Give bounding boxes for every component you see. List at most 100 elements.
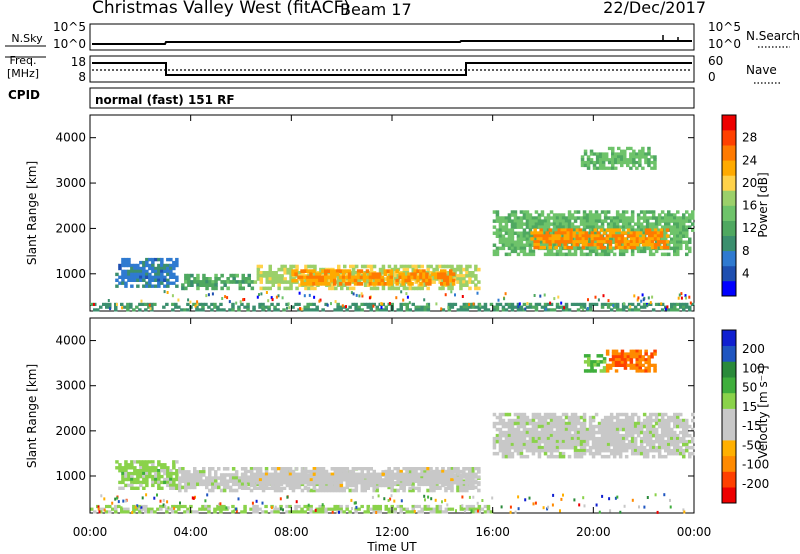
echo-cell	[378, 510, 382, 514]
echo-cell	[277, 280, 281, 284]
colorbar-tick-label: 16	[742, 199, 757, 213]
echo-cell	[261, 478, 266, 482]
echo-cell	[310, 264, 314, 269]
echo-cell	[172, 483, 176, 488]
echo-cell	[626, 234, 631, 238]
echo-cell	[561, 436, 566, 441]
echo-cell	[627, 231, 632, 235]
echo-cell	[261, 472, 266, 476]
echo-cell	[603, 302, 608, 306]
echo-cell	[186, 302, 190, 306]
echo-cell	[569, 234, 573, 238]
echo-cell	[401, 278, 405, 283]
echo-cell	[522, 436, 527, 441]
echo-cell	[510, 433, 515, 438]
echo-cell	[504, 243, 509, 247]
echo-cell	[543, 448, 548, 453]
echo-cell	[667, 448, 671, 453]
echo-cell	[618, 448, 623, 453]
echo-cell	[405, 478, 409, 482]
echo-cell	[132, 507, 136, 511]
echo-cell	[312, 478, 317, 482]
echo-cell	[534, 445, 539, 450]
echo-cell	[422, 278, 426, 283]
echo-cell	[642, 433, 647, 438]
echo-cell	[685, 424, 689, 429]
echo-cell	[543, 415, 548, 420]
echo-cell	[492, 252, 497, 257]
echo-cell	[664, 424, 668, 429]
echo-cell	[563, 245, 567, 250]
echo-cell	[537, 412, 542, 417]
echo-cell	[267, 475, 272, 479]
echo-cell	[237, 482, 242, 487]
echo-cell	[578, 231, 583, 235]
echo-cell	[531, 249, 536, 254]
echo-cell	[586, 166, 591, 170]
echo-cell	[151, 278, 155, 282]
nave-label: Nave	[746, 63, 777, 77]
echo-cell	[598, 160, 603, 165]
echo-cell	[480, 507, 485, 511]
echo-cell	[298, 271, 302, 275]
echo-cell	[510, 210, 515, 214]
echo-cell	[617, 363, 622, 367]
echo-cell	[615, 308, 620, 312]
echo-cell	[500, 505, 503, 509]
echo-cell	[411, 267, 415, 272]
echo-cell	[348, 475, 353, 479]
echo-cell	[243, 305, 247, 309]
echo-cell	[208, 479, 212, 483]
echo-cell	[486, 504, 491, 509]
echo-cell	[685, 228, 689, 232]
echo-cell	[299, 307, 301, 311]
echo-cell	[501, 439, 506, 444]
echo-cell	[528, 252, 533, 257]
echo-cell	[222, 308, 226, 312]
echo-cell	[594, 448, 599, 453]
echo-cell	[676, 234, 680, 238]
echo-cell	[513, 412, 518, 417]
echo-cell	[114, 504, 118, 509]
echo-cell	[495, 439, 500, 444]
echo-cell	[546, 442, 551, 447]
echo-cell	[600, 225, 605, 229]
echo-cell	[130, 486, 134, 490]
echo-cell	[228, 479, 233, 483]
echo-cell	[222, 467, 227, 471]
echo-cell	[596, 245, 601, 250]
echo-cell	[627, 427, 632, 432]
echo-cell	[404, 275, 408, 280]
echo-cell	[507, 216, 512, 220]
echo-cell	[557, 295, 560, 299]
echo-cell	[426, 472, 430, 476]
echo-cell	[522, 424, 527, 429]
echo-cell	[459, 277, 463, 281]
echo-cell	[205, 479, 209, 483]
colorbar-swatch	[722, 280, 736, 297]
echo-cell	[417, 510, 421, 514]
echo-cell	[127, 477, 131, 482]
echo-cell	[582, 219, 587, 223]
echo-cell	[688, 451, 692, 456]
echo-cell	[615, 210, 620, 214]
echo-cell	[691, 222, 695, 226]
echo-cell	[549, 430, 554, 435]
echo-cell	[679, 424, 683, 429]
echo-cell	[336, 467, 341, 471]
echo-cell	[582, 228, 587, 232]
echo-cell	[549, 302, 554, 306]
echo-cell	[295, 286, 299, 291]
echo-cell	[599, 237, 604, 241]
echo-cell	[608, 366, 613, 370]
echo-cell	[624, 421, 629, 426]
echo-cell	[450, 507, 455, 511]
echo-cell	[339, 485, 343, 490]
echo-cell	[495, 252, 500, 257]
echo-cell	[384, 469, 388, 474]
echo-cell	[648, 442, 653, 447]
echo-cell	[193, 280, 197, 284]
echo-cell	[569, 231, 573, 235]
echo-cell	[362, 275, 367, 280]
